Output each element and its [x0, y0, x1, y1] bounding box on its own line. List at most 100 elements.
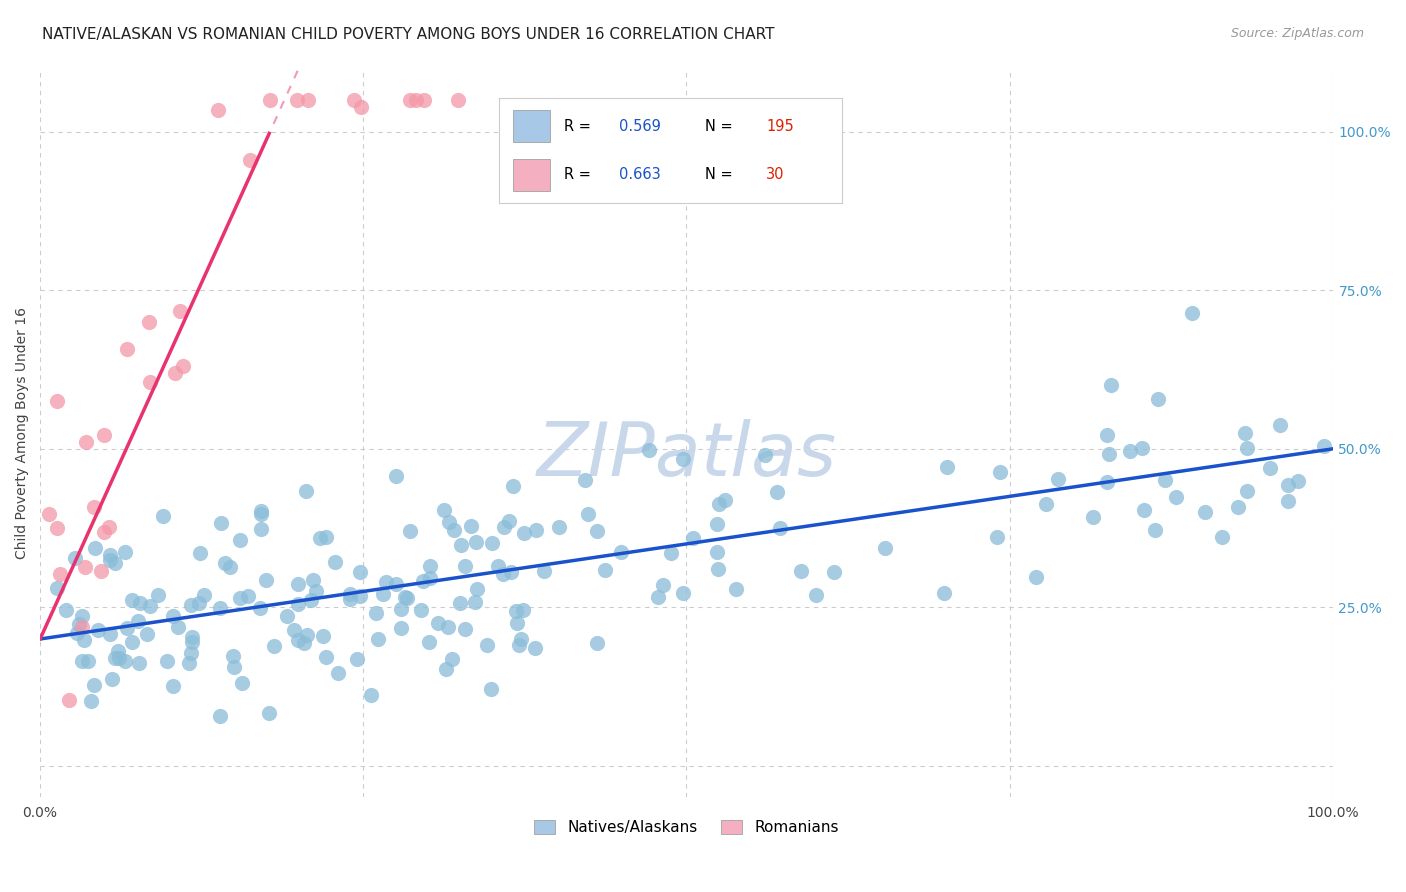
Point: [342, 93, 364, 107]
Point: [287, 633, 309, 648]
Point: [209, 516, 232, 531]
Point: [1258, 460, 1281, 475]
Point: [239, 153, 262, 167]
Point: [83, 500, 105, 515]
Point: [101, 673, 124, 687]
Point: [287, 93, 309, 107]
Point: [70, 609, 93, 624]
Point: [180, 646, 202, 660]
Point: [412, 574, 434, 588]
Point: [129, 596, 152, 610]
Point: [823, 565, 845, 579]
Point: [391, 621, 413, 635]
Point: [80, 694, 103, 708]
Point: [935, 460, 957, 475]
Point: [138, 315, 160, 329]
Point: [328, 665, 350, 680]
Point: [494, 520, 516, 534]
Point: [647, 590, 669, 604]
Point: [139, 599, 162, 614]
Point: [93, 525, 115, 540]
Point: [238, 589, 260, 603]
Point: [167, 620, 190, 634]
Point: [83, 541, 105, 556]
Point: [508, 638, 530, 652]
Point: [433, 503, 456, 517]
Point: [510, 632, 533, 647]
Point: [672, 586, 695, 600]
Point: [128, 656, 150, 670]
Point: [115, 342, 138, 356]
Point: [450, 538, 472, 552]
Point: [162, 679, 184, 693]
Point: [228, 591, 250, 606]
Point: [434, 661, 457, 675]
Point: [114, 654, 136, 668]
Point: [287, 576, 309, 591]
Point: [299, 592, 322, 607]
Point: [208, 600, 231, 615]
Point: [790, 564, 813, 578]
Point: [207, 103, 229, 117]
Point: [513, 526, 536, 541]
Point: [419, 558, 441, 573]
Point: [73, 559, 96, 574]
Point: [585, 636, 607, 650]
Point: [108, 650, 131, 665]
Point: [1047, 472, 1070, 486]
Point: [706, 516, 728, 531]
Point: [548, 519, 571, 533]
Point: [524, 523, 547, 537]
Point: [1147, 392, 1170, 407]
Point: [465, 582, 488, 597]
Point: [46, 393, 69, 408]
Point: [169, 303, 191, 318]
Point: [464, 535, 486, 549]
Point: [986, 530, 1008, 544]
Point: [193, 588, 215, 602]
Point: [305, 583, 328, 598]
Point: [498, 514, 520, 528]
Point: [75, 435, 97, 450]
Point: [127, 614, 149, 628]
Point: [441, 652, 464, 666]
Point: [121, 635, 143, 649]
Point: [93, 427, 115, 442]
Point: [38, 507, 60, 521]
Point: [346, 652, 368, 666]
Legend: Natives/Alaskans, Romanians: Natives/Alaskans, Romanians: [524, 811, 848, 845]
Text: ZIPatlas: ZIPatlas: [537, 419, 837, 491]
Point: [257, 706, 280, 720]
Point: [574, 473, 596, 487]
Point: [1025, 570, 1047, 584]
Point: [499, 566, 522, 580]
Point: [725, 582, 748, 597]
Point: [115, 621, 138, 635]
Point: [578, 507, 600, 521]
Point: [283, 624, 305, 638]
Point: [364, 607, 387, 621]
Point: [1132, 441, 1154, 455]
Point: [437, 515, 460, 529]
Point: [1133, 503, 1156, 517]
Point: [1227, 500, 1250, 514]
Point: [988, 466, 1011, 480]
Point: [360, 688, 382, 702]
Point: [1098, 447, 1121, 461]
Point: [491, 566, 513, 581]
Point: [308, 531, 330, 545]
Point: [172, 359, 194, 374]
Point: [77, 654, 100, 668]
Point: [187, 596, 209, 610]
Point: [1236, 441, 1258, 455]
Point: [398, 93, 420, 107]
Point: [1097, 428, 1119, 442]
Point: [181, 630, 204, 644]
Point: [505, 615, 527, 630]
Point: [505, 604, 527, 618]
Point: [250, 522, 273, 536]
Point: [426, 615, 449, 630]
Point: [405, 93, 427, 107]
Point: [418, 635, 440, 649]
Point: [766, 485, 789, 500]
